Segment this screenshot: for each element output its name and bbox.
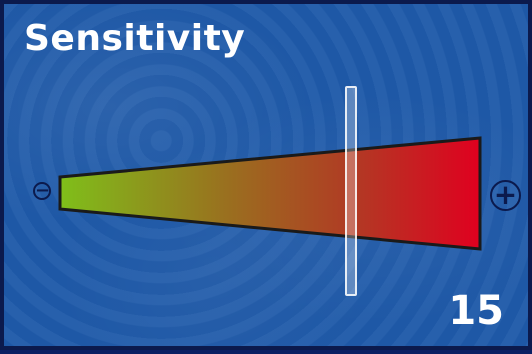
plus-icon: +	[493, 178, 518, 211]
sensitivity-slider-track[interactable]	[4, 4, 532, 354]
slider-thumb[interactable]	[345, 86, 357, 296]
minus-icon: −	[35, 180, 51, 201]
increase-button[interactable]: +	[490, 180, 521, 211]
sensitivity-value: 15	[448, 288, 504, 334]
sensitivity-wedge	[58, 136, 482, 251]
decrease-button[interactable]: −	[33, 182, 51, 200]
panel-title: Sensitivity	[24, 18, 246, 59]
